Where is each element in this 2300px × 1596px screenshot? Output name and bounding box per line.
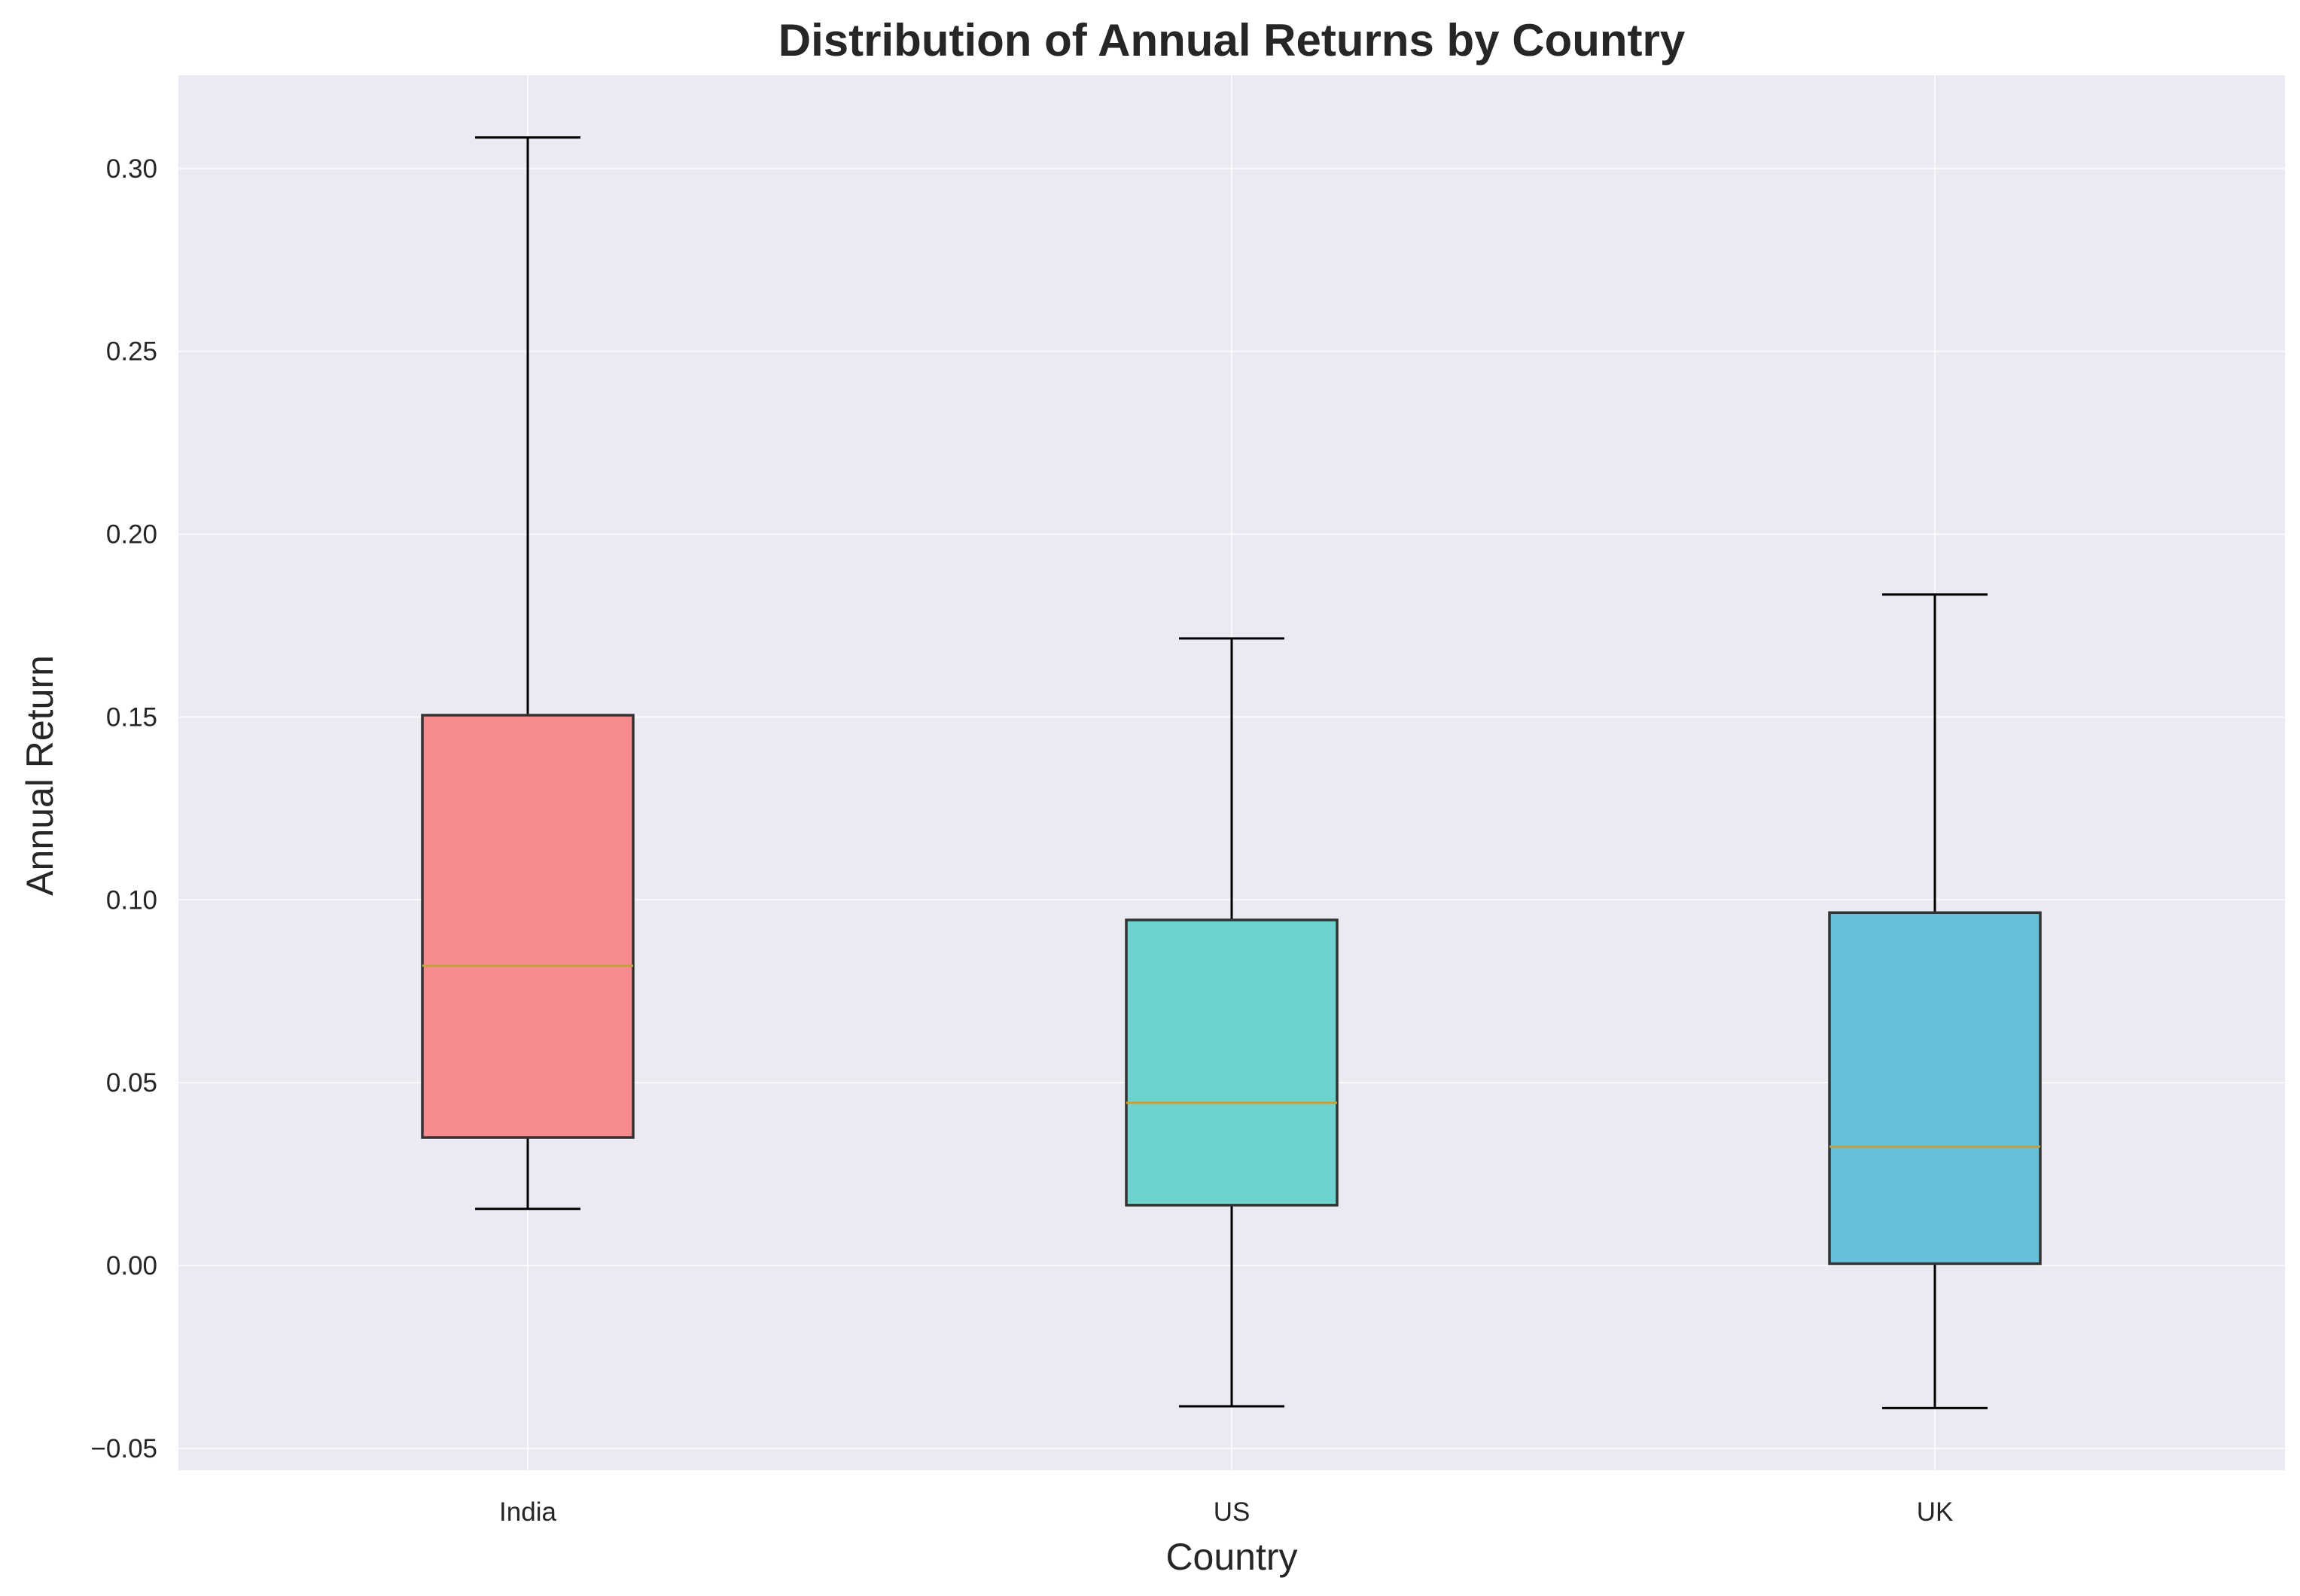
y-tick-label: 0.05	[106, 1068, 157, 1098]
y-tick-label: 0.10	[106, 885, 157, 915]
y-tick-label: 0.15	[106, 702, 157, 732]
y-axis-label: Annual Return	[19, 655, 61, 896]
x-ticks: India US UK	[499, 1497, 1953, 1527]
chart-title: Distribution of Annual Returns by Countr…	[778, 15, 1686, 65]
x-tick-label: India	[499, 1497, 556, 1527]
y-tick-label: 0.20	[106, 520, 157, 550]
box-uk	[1828, 593, 2042, 1409]
boxes	[421, 136, 2042, 1409]
iqr-box	[421, 714, 635, 1139]
x-axis-label: Country	[1165, 1536, 1297, 1578]
iqr-box	[1828, 911, 2042, 1266]
y-tick-label: −0.05	[90, 1434, 157, 1464]
y-ticks: −0.05 0.00 0.05 0.10 0.15 0.20 0.25 0.30	[90, 154, 157, 1464]
iqr-box	[1125, 918, 1339, 1207]
x-tick-label: UK	[1917, 1497, 1954, 1527]
box-india	[421, 136, 635, 1211]
box-us	[1125, 637, 1339, 1408]
x-tick-label: US	[1214, 1497, 1251, 1527]
y-tick-label: 0.00	[106, 1251, 157, 1281]
y-tick-label: 0.25	[106, 337, 157, 367]
y-tick-label: 0.30	[106, 154, 157, 184]
